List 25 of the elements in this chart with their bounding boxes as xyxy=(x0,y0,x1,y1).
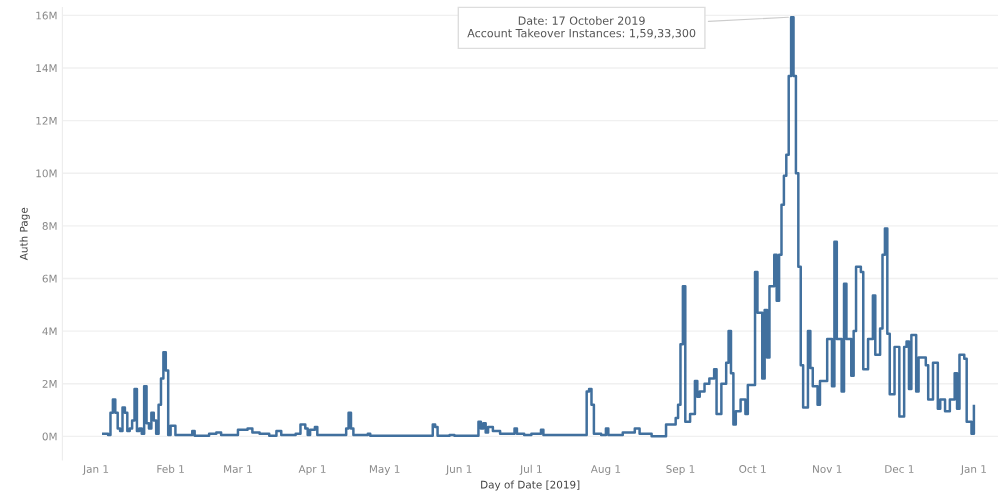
x-tick-label: Jan 1 xyxy=(82,465,109,475)
y-tick-label: 10M xyxy=(36,169,57,178)
x-tick-label: Oct 1 xyxy=(739,465,766,473)
x-tick-label: Nov 1 xyxy=(813,465,842,473)
y-axis-title: Auth Page xyxy=(19,207,30,261)
x-tick-label: Sep 1 xyxy=(666,465,695,475)
x-tick-label: Dec 1 xyxy=(885,465,914,473)
x-tick-label: Jan 1 xyxy=(960,465,986,475)
y-tick-label: 12M xyxy=(36,116,57,125)
y-tick-label: 0M xyxy=(42,432,57,441)
y-tick-label: 8M xyxy=(42,222,57,230)
y-tick-label: 6M xyxy=(42,274,57,283)
y-tick-label: 4M xyxy=(42,327,57,336)
x-axis-title: Day of Date [2019] xyxy=(481,480,580,491)
y-tick-label: 16M xyxy=(36,11,57,20)
x-tick-label: Jul 1 xyxy=(519,464,542,475)
x-tick-label: Feb 1 xyxy=(157,464,184,473)
x-tick-label: Mar 1 xyxy=(224,465,252,473)
x-tick-label: Apr 1 xyxy=(298,465,326,475)
y-tick-label: 14M xyxy=(36,64,57,72)
annotation: Date: 17 October 2019 Account Takeover Instances: 1,59,33,300 xyxy=(467,16,696,39)
y-tick-label: 2M xyxy=(42,379,57,388)
x-tick-label: Aug 1 xyxy=(590,465,621,475)
x-tick-label: May 1 xyxy=(369,465,400,475)
x-tick-label: Jun 1 xyxy=(445,465,472,475)
